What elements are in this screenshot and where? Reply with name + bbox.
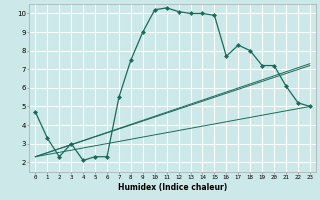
X-axis label: Humidex (Indice chaleur): Humidex (Indice chaleur) xyxy=(118,183,227,192)
